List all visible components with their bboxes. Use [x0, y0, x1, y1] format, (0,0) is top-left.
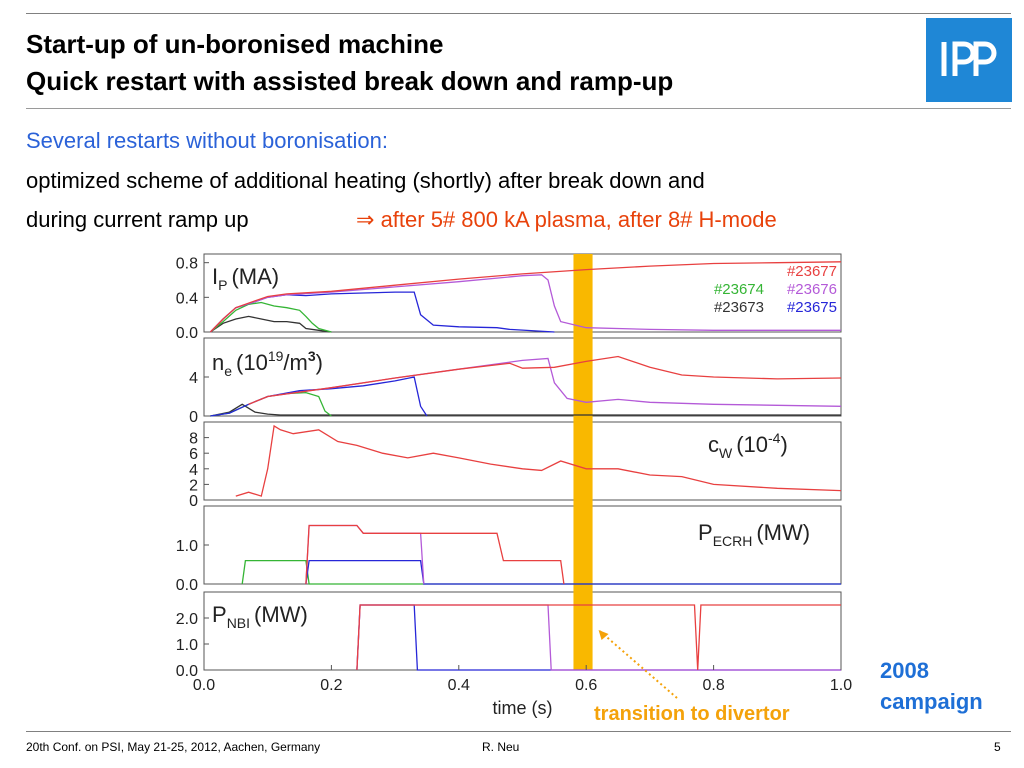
legend-entry-23675: #23675	[787, 299, 837, 316]
plasma-time-traces-chart: 0.8 0.4 0.0 IP (MA) #23677 #23674 #23676 #23673 #…	[176, 253, 852, 718]
body-line-2-row: during current ramp up ⇒ after 5# 800 kA…	[26, 207, 777, 233]
y-tick-label-pecrh: 1.0	[176, 538, 198, 555]
body-line-1: optimized scheme of additional heating (…	[26, 168, 705, 193]
implies-arrow: ⇒	[356, 207, 375, 232]
annotation-arrow-head	[598, 630, 609, 640]
y-tick-label-cw: 2	[189, 477, 198, 494]
x-axis-title: time (s)	[493, 698, 553, 718]
y-tick-label-ip: 0.0	[176, 325, 198, 342]
y-tick-label-pnbi: 0.0	[176, 663, 198, 680]
campaign-label: 2008 campaign	[880, 655, 983, 717]
series-line-pnbi-23676	[356, 604, 841, 671]
panel-label-ne: ne (1019/m3)	[212, 348, 323, 379]
ipp-logo-graphic	[941, 41, 997, 76]
legend-entry-23677: #23677	[787, 263, 837, 280]
legend-entry-23674: #23674	[714, 281, 764, 298]
y-tick-label-cw: 8	[189, 431, 198, 448]
series-line-cw-23677	[235, 424, 842, 497]
series-line-pnbi-23675	[356, 604, 841, 671]
legend-entry-23676: #23676	[787, 281, 837, 298]
campaign-word: campaign	[880, 689, 983, 714]
campaign-year: 2008	[880, 658, 929, 683]
series-line-ne-23676	[248, 357, 842, 407]
footer-conference: 20th Conf. on PSI, May 21-25, 2012, Aach…	[26, 740, 321, 754]
y-tick-label-cw: 6	[189, 446, 198, 463]
body-line-2: during current ramp up	[26, 207, 249, 232]
x-tick-label: 0.8	[702, 677, 724, 694]
panel-label-ip: IP (MA)	[212, 264, 279, 293]
y-tick-label-pnbi: 2.0	[176, 611, 198, 628]
series-line-ne-23677	[248, 355, 842, 405]
panel-frame-cw	[203, 421, 842, 501]
series-line-ip-23674	[209, 301, 332, 333]
subtitle: Several restarts without boronisation:	[26, 128, 388, 153]
series-line-pnbi-23677	[356, 604, 841, 671]
series-line-ne-23673	[210, 403, 841, 417]
y-tick-label-ne: 4	[189, 370, 198, 387]
y-tick-label-ip: 0.8	[176, 256, 198, 273]
series-line-ip-23677	[209, 261, 842, 333]
y-tick-label-pnbi: 1.0	[176, 637, 198, 654]
legend-entry-23673: #23673	[714, 299, 764, 316]
divertor-transition-annotation: transition to divertor	[594, 703, 790, 725]
x-tick-label: 0.4	[448, 677, 470, 694]
x-tick-label: 0.6	[575, 677, 597, 694]
title-rule	[26, 108, 1011, 109]
divertor-band	[573, 254, 593, 670]
y-tick-label-cw: 0	[189, 493, 198, 510]
y-tick-label-cw: 4	[189, 462, 198, 479]
panel-label-cw: cW (10-4)	[708, 430, 788, 461]
y-tick-label-ne: 0	[189, 409, 198, 426]
panel-frame-ip	[203, 253, 842, 333]
series-line-pecrh-23676	[305, 524, 425, 585]
top-rule	[26, 13, 1011, 14]
annotation-arrow-line	[597, 629, 678, 699]
series-line-pecrh-23674	[241, 559, 841, 585]
x-tick-label: 0.0	[193, 677, 215, 694]
ipp-logo	[926, 18, 1012, 102]
series-line-ip-23676	[209, 274, 841, 333]
highlight: ⇒ after 5# 800 kA plasma, after 8# H-mod…	[356, 207, 777, 233]
y-tick-label-ip: 0.4	[176, 290, 198, 307]
title-line-2: Quick restart with assisted break down a…	[26, 66, 674, 96]
footer-author: R. Neu	[482, 740, 520, 754]
series-line-ip-23673	[210, 315, 332, 333]
title-line-1: Start-up of un-boronised machine	[26, 29, 444, 59]
highlight-text: after 5# 800 kA plasma, after 8# H-mode	[380, 207, 777, 232]
series-line-pecrh-23675	[305, 559, 841, 585]
x-tick-label: 0.2	[320, 677, 342, 694]
series-line-ne-23675	[210, 376, 428, 417]
panel-label-pnbi: PNBI (MW)	[212, 602, 308, 631]
footer-rule	[26, 731, 1011, 732]
panel-label-pecrh: PECRH (MW)	[698, 520, 810, 549]
footer-page-number: 5	[994, 740, 1001, 754]
series-line-pecrh-23677	[305, 524, 565, 585]
slide-title: Start-up of un-boronised machine Quick r…	[26, 26, 673, 100]
x-tick-label: 1.0	[830, 677, 852, 694]
y-tick-label-pecrh: 0.0	[176, 577, 198, 594]
